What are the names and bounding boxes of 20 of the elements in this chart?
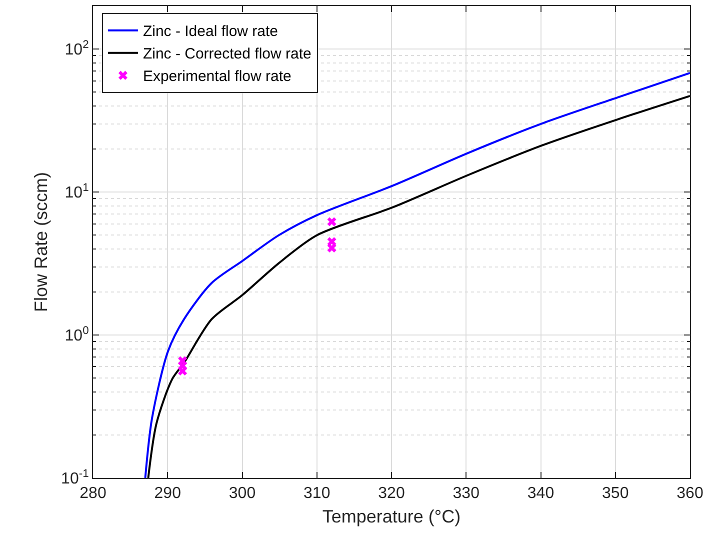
y-axis-title: Flow Rate (sccm): [31, 172, 52, 312]
point: [327, 243, 336, 253]
x-tick-label: 280: [80, 485, 106, 502]
x-tick-label: 300: [228, 485, 256, 502]
legend-label: Zinc - Ideal flow rate: [142, 23, 278, 40]
y-tick-label: 10$^{2}$: [64, 38, 89, 59]
x-tick-label: 360: [676, 485, 704, 502]
y-tick-label: 10$^{0}$: [64, 324, 89, 345]
x-tick-label: 350: [602, 485, 629, 502]
x-tick-label: 330: [452, 485, 480, 502]
legend-label: Zinc - Corrected flow rate: [142, 46, 312, 63]
x-axis-title: Temperature (°C): [322, 506, 461, 526]
point: [327, 217, 336, 226]
y-tick-label: 10$^{-1}$: [61, 468, 89, 488]
y-tick-label: 10$^{1}$: [64, 182, 89, 202]
x-tick-label: 310: [304, 485, 330, 502]
x-tick-label: 340: [527, 485, 554, 502]
legend-label: Experimental flow rate: [142, 68, 292, 86]
x-tick-label: 290: [154, 485, 182, 502]
x-tick-label: 320: [378, 485, 405, 502]
